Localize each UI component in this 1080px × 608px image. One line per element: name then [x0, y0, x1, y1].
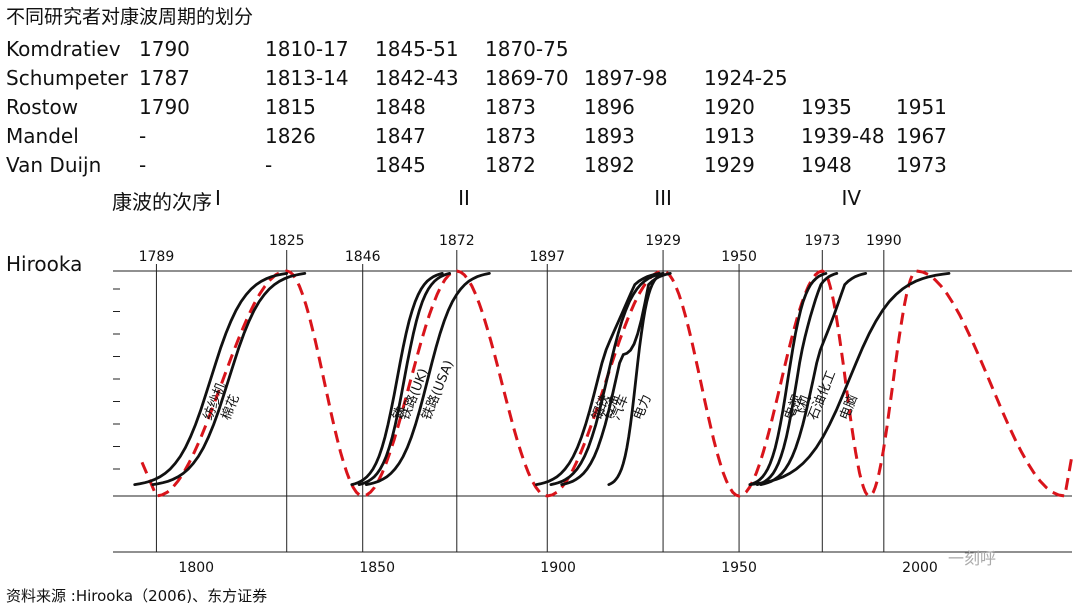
wave-number: III [654, 186, 672, 210]
period-date: 1815 [265, 94, 316, 119]
period-date: 1897-98 [584, 65, 668, 90]
wave-number: IV [841, 186, 861, 210]
x-tick-label: 1900 [540, 560, 576, 576]
period-date: 1924-25 [704, 65, 788, 90]
technology-curve [350, 272, 444, 486]
period-date: 1920 [704, 94, 755, 119]
period-date: 1813-14 [265, 65, 349, 90]
period-date: 1939-48 [801, 123, 885, 148]
technology-curve [151, 272, 307, 486]
period-date: - [139, 123, 147, 148]
researcher-name: Schumpeter [6, 65, 128, 90]
technology-curve [607, 272, 665, 486]
period-date: 1873 [485, 123, 536, 148]
period-date: 1810-17 [265, 36, 349, 61]
period-date: 1845 [375, 152, 426, 177]
technology-curve [748, 272, 951, 486]
period-date: 1872 [485, 152, 536, 177]
period-date: 1913 [704, 123, 755, 148]
period-row: Van Duijn - - 1845 1872 1892 1929 1948 1973 [6, 150, 986, 179]
period-date: - [139, 152, 147, 177]
x-tick-label: 2000 [902, 560, 938, 576]
period-row: Mandel - 1826 1847 1873 1893 1913 1939-48 1967 [6, 121, 986, 150]
period-row: Komdratiev 1790 1810-17 1845-51 1870-75 [6, 34, 986, 63]
researcher-name: Van Duijn [6, 152, 102, 177]
technology-curve [364, 272, 491, 486]
period-date: 1847 [375, 123, 426, 148]
period-date: 1935 [801, 94, 852, 119]
technology-curve [133, 272, 289, 486]
page-title: 不同研究者对康波周期的划分 [6, 6, 254, 28]
period-date: 1929 [704, 152, 755, 177]
wave-number: I [215, 186, 221, 210]
marker-label: 1789 [139, 249, 175, 265]
marker-label: 1929 [645, 233, 681, 249]
period-date: 1790 [139, 36, 190, 61]
wave-number: II [458, 186, 470, 210]
technology-curve [357, 272, 451, 486]
period-date: 1869-70 [485, 65, 569, 90]
researcher-name: Mandel [6, 123, 79, 148]
technology-label: 铁 [390, 405, 409, 423]
marker-label: 1872 [439, 233, 475, 249]
period-date: 1845-51 [375, 36, 459, 61]
period-date: 1790 [139, 94, 190, 119]
technology-curve [560, 272, 672, 486]
period-row: Schumpeter 1787 1813-14 1842-43 1869-70 1897-… [6, 63, 986, 92]
period-date: 1848 [375, 94, 426, 119]
period-date: 1870-75 [485, 36, 569, 61]
marker-label: 1897 [529, 249, 565, 265]
period-date: 1873 [485, 94, 536, 119]
period-date: 1826 [265, 123, 316, 148]
period-table: Komdratiev 1790 1810-17 1845-51 1870-75 Schum… [6, 34, 986, 179]
x-tick-label: 1850 [359, 560, 395, 576]
technology-curve [755, 272, 839, 486]
source-note: 资料来源 :Hirooka（2006)、东方证券 [6, 587, 268, 605]
period-date: 1948 [801, 152, 852, 177]
period-date: 1967 [896, 123, 947, 148]
wave-order-label: 康波的次序 [112, 190, 212, 214]
watermark: 一刻呼 [948, 549, 997, 568]
technology-curve [748, 272, 828, 486]
x-tick-label: 1800 [178, 560, 214, 576]
period-row: Rostow 1790 1815 1848 1873 1896 1920 1935 1951 [6, 92, 986, 121]
marker-label: 1950 [721, 249, 757, 265]
technology-curve [549, 272, 665, 486]
period-date: 1973 [896, 152, 947, 177]
period-date: 1842-43 [375, 65, 459, 90]
marker-label: 1973 [804, 233, 840, 249]
technology-curve [535, 272, 661, 486]
period-date: 1892 [584, 152, 635, 177]
period-date: 1951 [896, 94, 947, 119]
hirooka-label: Hirooka [6, 252, 83, 276]
x-tick-label: 1950 [721, 560, 757, 576]
researcher-name: Rostow [6, 94, 79, 119]
technology-curve [759, 272, 868, 486]
marker-label: 1846 [345, 249, 381, 265]
period-date: 1893 [584, 123, 635, 148]
period-date: - [265, 152, 273, 177]
marker-label: 1825 [269, 233, 305, 249]
cycle-dashed-line [140, 269, 1074, 498]
marker-label: 1990 [866, 233, 902, 249]
researcher-name: Komdratiev [6, 36, 121, 61]
period-date: 1896 [584, 94, 635, 119]
period-date: 1787 [139, 65, 190, 90]
